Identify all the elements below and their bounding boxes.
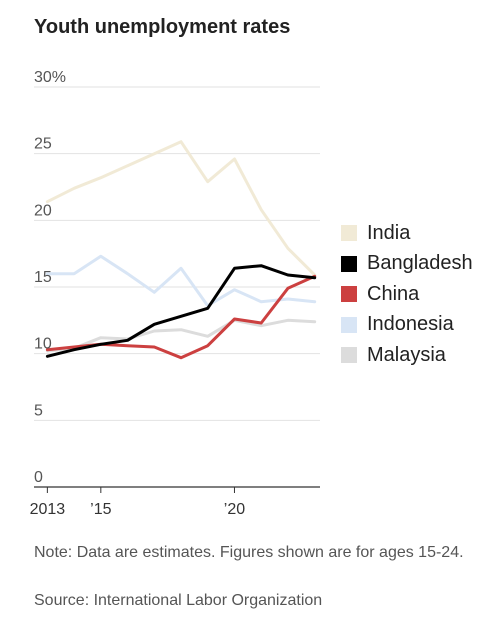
y-tick-label: 15: [34, 269, 52, 286]
legend-swatch: [341, 255, 357, 272]
series-line-bangladesh: [45, 264, 317, 358]
legend-item-china: China: [341, 279, 473, 310]
line-chart: 0 5 10 15 20 25 30% 2013 ’15 ’20: [30, 69, 320, 518]
series-line-indonesia: [45, 254, 317, 308]
legend-swatch: [341, 225, 357, 242]
legend-label: China: [367, 282, 420, 305]
series-line-malaysia: [45, 318, 317, 353]
y-tick-label: 10: [34, 336, 52, 353]
legend-swatch: [341, 316, 357, 333]
x-tick-label: ’20: [224, 501, 245, 518]
legend-swatch: [341, 347, 357, 364]
y-tick-label: 5: [34, 402, 43, 419]
y-tick-label: 30%: [34, 69, 66, 86]
chart-source: Source: International Labor Organization: [34, 592, 323, 609]
x-tick-label: 2013: [30, 501, 66, 518]
y-tick-label: 20: [34, 202, 52, 219]
x-tick-label: ’15: [90, 501, 111, 518]
legend-item-malaysia: Malaysia: [341, 340, 473, 371]
y-tick-label: 25: [34, 136, 52, 153]
y-tick-label: 0: [34, 469, 43, 486]
legend-item-bangladesh: Bangladesh: [341, 249, 473, 280]
chart-note: Note: Data are estimates. Figures shown …: [34, 544, 464, 561]
legend-item-india: India: [341, 218, 473, 249]
legend-label: Bangladesh: [367, 252, 473, 275]
legend-label: India: [367, 221, 411, 244]
legend-item-indonesia: Indonesia: [341, 310, 473, 341]
grid-layer: [34, 86, 320, 488]
legend-label: Malaysia: [367, 343, 446, 366]
legend-label: Indonesia: [367, 313, 454, 336]
chart-title: Youth unemployment rates: [34, 16, 291, 38]
series-layer: [45, 140, 317, 360]
series-line-india: [45, 140, 317, 277]
axis-layer: 0 5 10 15 20 25 30% 2013 ’15 ’20: [30, 69, 246, 518]
legend-swatch: [341, 286, 357, 303]
chart-legend: India Bangladesh China Indonesia Malaysia: [341, 218, 473, 371]
